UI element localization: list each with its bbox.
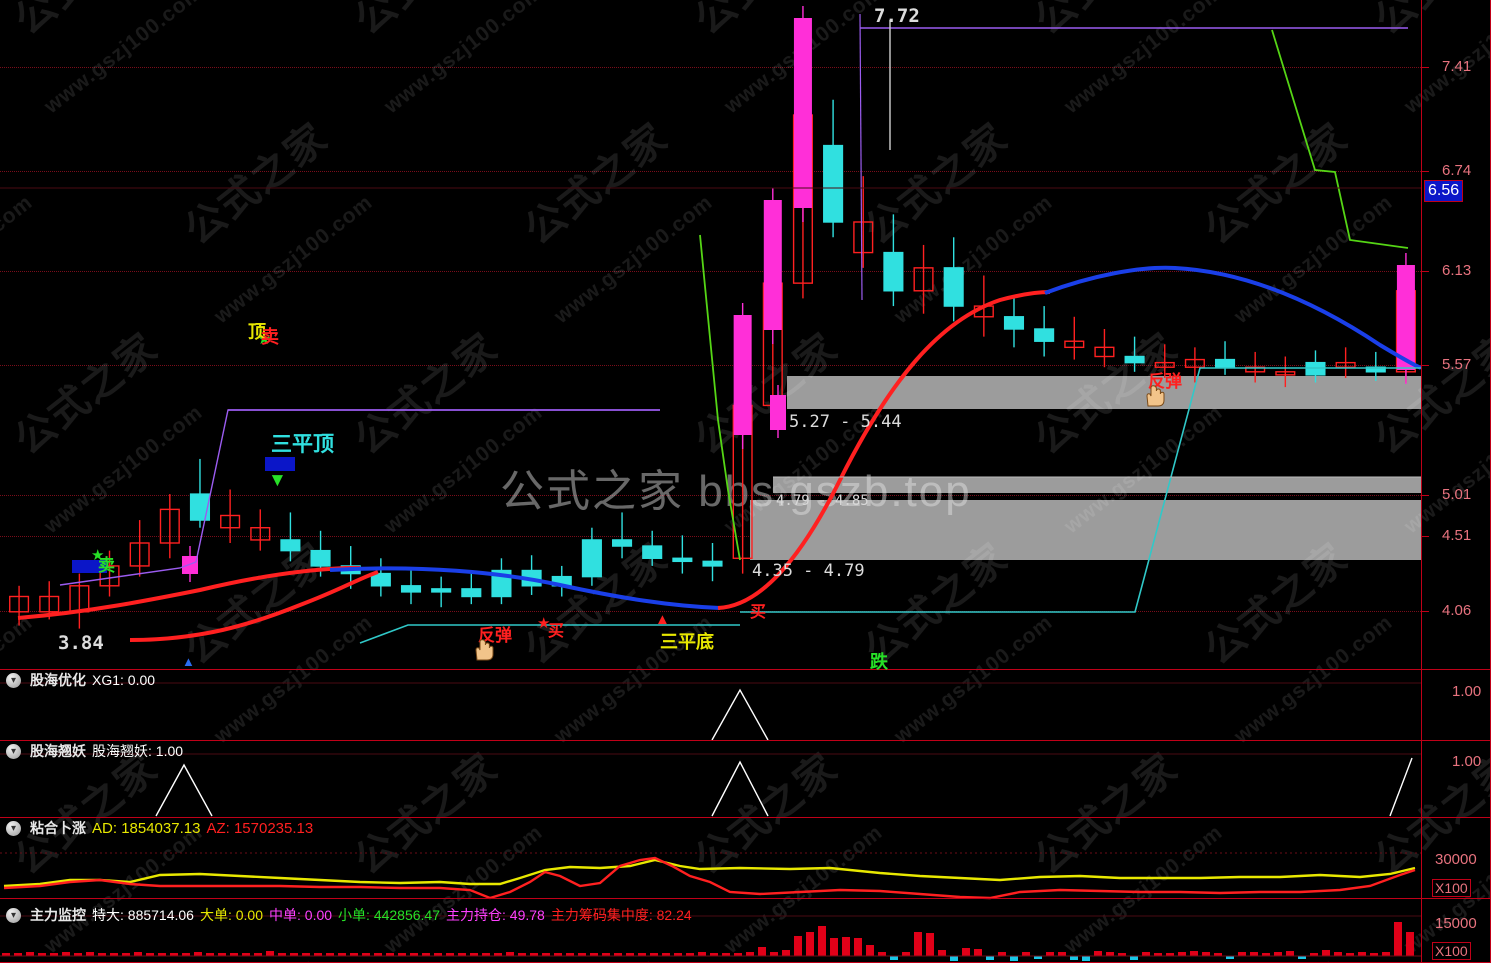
indicator-name-1: 股海翘妖	[30, 743, 86, 759]
chevron-down-icon[interactable]: ▾	[6, 672, 21, 688]
price-axis-tick	[1421, 271, 1429, 272]
price-axis-label-5: 4.51	[1442, 527, 1472, 544]
indicator-field-3-3: 小单: 442856.47	[338, 907, 440, 923]
price-axis-label-4: 5.01	[1442, 486, 1472, 503]
sub1-ylabel-0: 1.00	[1452, 683, 1482, 700]
chevron-down-icon[interactable]: ▾	[6, 820, 21, 836]
indicator-field-3-1: 大单: 0.00	[199, 907, 263, 923]
chevron-down-icon[interactable]: ▾	[6, 743, 21, 759]
current-price-tag: 6.56	[1424, 180, 1464, 202]
sub2-ylabel-0: 1.00	[1452, 753, 1482, 770]
price-axis-tick	[1421, 171, 1429, 172]
price-axis-label-3: 5.57	[1442, 356, 1472, 373]
indicator-name-0: 股海优化	[30, 672, 86, 688]
buy-right-label: 买	[750, 604, 767, 621]
price-gridline	[0, 271, 1421, 272]
price-gridline	[0, 67, 1421, 68]
red-triangle-icon: ▲	[655, 611, 670, 628]
low-callout: 3.84	[58, 632, 104, 654]
green-star-icon-2: ★	[257, 331, 272, 348]
price-axis-tick	[1421, 611, 1429, 612]
price-gridline	[0, 171, 1421, 172]
indicator-header-zhanhe[interactable]: ▾ 粘合卜涨 AD: 1854037.13 AZ: 1570235.13	[6, 818, 313, 838]
indicator-header-guhai-qiaoyao[interactable]: ▾ 股海翘妖 股海翘妖: 1.00	[6, 741, 183, 761]
indicator-name-3: 主力监控	[30, 907, 86, 923]
support-band-2	[773, 477, 1421, 493]
band-label-2: 4.79 - 4.85	[776, 493, 869, 509]
sub4-ylabel-0: 15000	[1435, 915, 1477, 932]
top-label: 顶	[248, 322, 266, 342]
y-axis-divider	[1421, 0, 1422, 963]
pane-separator-1	[0, 740, 1491, 741]
indicator-header-guhai-youhua[interactable]: ▾ 股海优化 XG1: 0.00	[6, 670, 155, 690]
indicator-field-2-0: AD: 1854037.13	[92, 819, 201, 837]
pane-separator-0	[0, 669, 1491, 670]
sub3-yunit: X100	[1432, 879, 1471, 897]
indicator-header-zhuli[interactable]: ▾ 主力监控 特大: 885714.06 大单: 0.00 中单: 0.00 小…	[6, 905, 692, 925]
price-axis-tick	[1421, 536, 1429, 537]
pane-separator-3	[0, 898, 1491, 899]
price-pane[interactable]	[0, 0, 1491, 669]
support-band-1	[787, 376, 1421, 409]
fall-label: 跌	[870, 652, 888, 672]
three-bottom-label: 三平底	[660, 632, 714, 652]
price-axis-tick	[1421, 67, 1429, 68]
hand-cursor-right	[1143, 382, 1165, 408]
pane-separator-2	[0, 817, 1491, 818]
price-axis-label-1: 6.74	[1442, 162, 1472, 179]
indicator-pane-guhai-qiaoyao[interactable]	[0, 741, 1491, 817]
sub4-yunit: X100	[1432, 942, 1471, 960]
indicator-field-3-2: 中单: 0.00	[269, 907, 333, 923]
band-label-3: 4.35 - 4.79	[752, 561, 865, 581]
price-gridline	[0, 495, 1421, 496]
price-axis-tick	[1421, 495, 1429, 496]
sell-label-2: 卖	[261, 327, 279, 347]
band-label-1: 5.27 - 5.44	[789, 412, 902, 432]
sub3-ylabel-0: 30000	[1435, 851, 1477, 868]
price-axis-label-0: 7.41	[1442, 58, 1472, 75]
hand-cursor-left	[472, 636, 494, 662]
indicator-field-2-1: AZ: 1570235.13	[206, 819, 314, 837]
indicator-field-3-4: 主力持仓: 49.78	[446, 907, 545, 923]
price-axis-label-2: 6.13	[1442, 262, 1472, 279]
support-band-3	[750, 500, 1421, 560]
indicator-pane-guhai-youhua[interactable]	[0, 670, 1491, 740]
sell-label: 卖	[98, 556, 115, 575]
down-arrow-icon: ▼	[268, 470, 287, 491]
indicator-field-3-5: 主力筹码集中度: 82.24	[550, 907, 692, 923]
price-gridline	[0, 611, 1421, 612]
indicator-name-2: 粘合卜涨	[30, 820, 86, 836]
indicator-field-1-0: 股海翘妖: 1.00	[92, 743, 184, 759]
three-top-label: 三平顶	[271, 433, 334, 456]
high-callout: 7.72	[874, 5, 920, 27]
price-gridline	[0, 365, 1421, 366]
blue-up-marker: ▲	[182, 654, 195, 669]
sell-box-2	[265, 457, 295, 471]
indicator-field-0-0: XG1: 0.00	[92, 672, 156, 688]
indicator-field-3-0: 特大: 885714.06	[92, 907, 194, 923]
red-star-icon-1: ★	[537, 615, 551, 632]
price-axis-tick	[1421, 365, 1429, 366]
price-axis-label-6: 4.06	[1442, 602, 1472, 619]
chevron-down-icon[interactable]: ▾	[6, 907, 21, 923]
